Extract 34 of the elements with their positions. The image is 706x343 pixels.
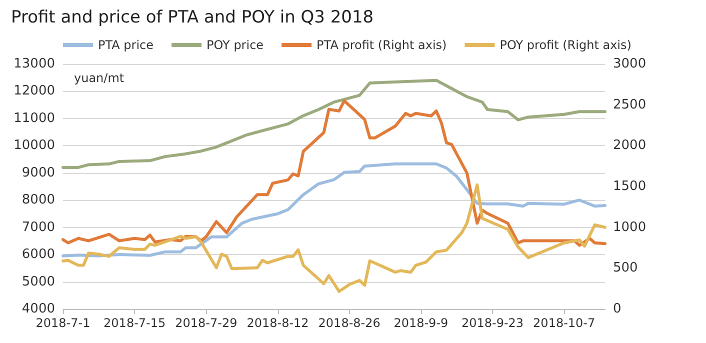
line-series bbox=[62, 99, 606, 247]
y-tick-label: 8000 bbox=[22, 192, 55, 208]
y2-tick-label: 1000 bbox=[613, 220, 646, 235]
y-tick-label: 6000 bbox=[22, 247, 55, 262]
x-tick-label: 2018-9-23 bbox=[461, 316, 524, 330]
x-tick-label: 2018-8-12 bbox=[246, 316, 309, 330]
y-tick-label: 13000 bbox=[14, 56, 55, 72]
y-tick-label: 11000 bbox=[14, 110, 55, 126]
legend-label: POY price bbox=[206, 38, 264, 52]
legend-label: PTA price bbox=[98, 38, 154, 52]
y2-tick-label: 500 bbox=[613, 260, 638, 276]
x-tick-label: 2018-10-7 bbox=[533, 316, 596, 330]
y2-tick-label: 1500 bbox=[613, 179, 646, 194]
legend-label: PTA profit (Right axis) bbox=[316, 38, 447, 52]
y-tick-label: 5000 bbox=[22, 274, 55, 290]
x-tick-label: 2018-9-9 bbox=[394, 316, 448, 330]
y-tick-label: 10000 bbox=[14, 138, 55, 154]
x-tick-label: 2018-7-15 bbox=[104, 316, 166, 330]
x-tick-label: 2018-7-1 bbox=[36, 316, 90, 330]
x-tick-label: 2018-7-29 bbox=[175, 316, 238, 330]
line-series bbox=[62, 183, 606, 293]
y2-tick-label: 3000 bbox=[613, 56, 646, 72]
y2-tick-label: 0 bbox=[613, 302, 622, 316]
y-tick-label: 7000 bbox=[22, 220, 55, 235]
y2-tick-label: 2500 bbox=[613, 97, 646, 112]
line-series bbox=[62, 162, 606, 258]
y-tick-label: 12000 bbox=[14, 84, 55, 99]
x-tick-label: 2018-8-26 bbox=[318, 316, 380, 330]
y-tick-label: 9000 bbox=[22, 165, 55, 180]
legend-label: POY profit (Right axis) bbox=[500, 38, 632, 52]
y2-tick-label: 2000 bbox=[613, 138, 646, 154]
chart-title: Profit and price of PTA and POY in Q3 2018 bbox=[11, 8, 374, 28]
y-axis-title: yuan/mt bbox=[74, 71, 124, 85]
y-tick-label: 4000 bbox=[22, 302, 55, 316]
